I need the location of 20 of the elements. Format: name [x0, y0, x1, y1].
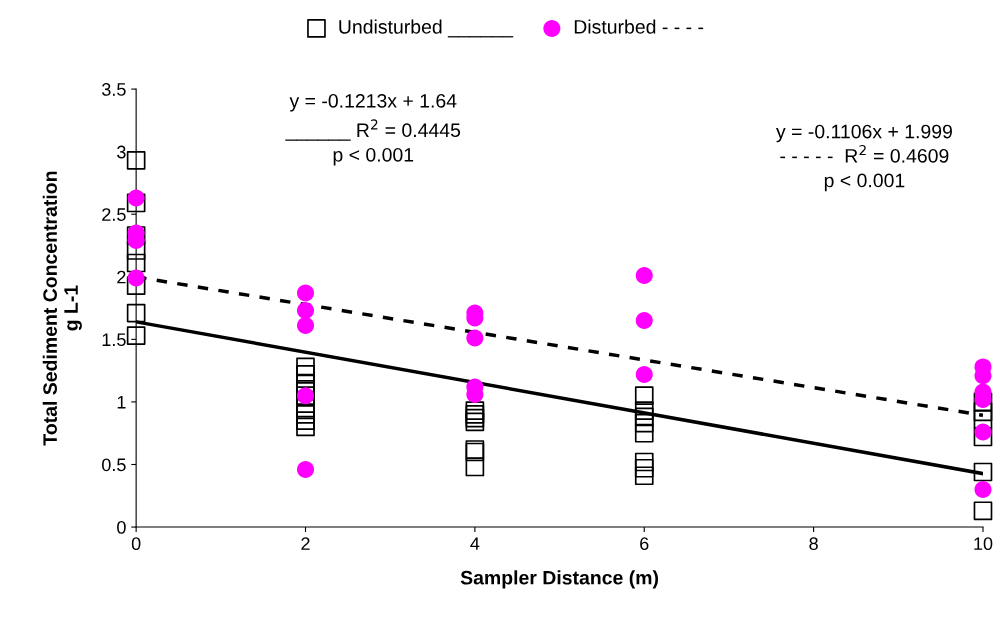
- legend-label: Disturbed - - - -: [574, 19, 704, 34]
- x-axis-title: Sampler Distance (m): [460, 570, 659, 589]
- y-tick-label: 2.5: [102, 208, 126, 221]
- annotation: y = -0.1106x + 1.999 - - - - - R$^{2}$ = 0.4609 p < 0.001: [776, 124, 952, 192]
- x-tick-label: 2: [301, 537, 310, 550]
- y-tick-label: 0.5: [102, 458, 126, 472]
- x-tick-label: 0: [131, 537, 141, 551]
- x-tick-label: 6: [640, 537, 649, 551]
- x-tick-label: 4: [470, 537, 480, 550]
- x-tick-label: 10: [974, 537, 993, 551]
- y-tick-label: 0: [117, 520, 126, 534]
- annotation: y = -0.1213x + 1.64 ______ R$^{2}$ = 0.4445 p < 0.001: [285, 93, 461, 166]
- y-axis-title: Total Sediment Concentration g L-1: [42, 171, 82, 446]
- y-tick-label: 1.5: [102, 333, 126, 347]
- y-tick-label: 1: [117, 396, 126, 409]
- y-tick-label: 3.5: [102, 83, 126, 96]
- legend-label: Undisturbed ______: [339, 19, 514, 38]
- y-tick-label: 2: [117, 270, 126, 284]
- x-tick-label: 8: [809, 537, 818, 551]
- y-tick-label: 3: [117, 145, 126, 159]
